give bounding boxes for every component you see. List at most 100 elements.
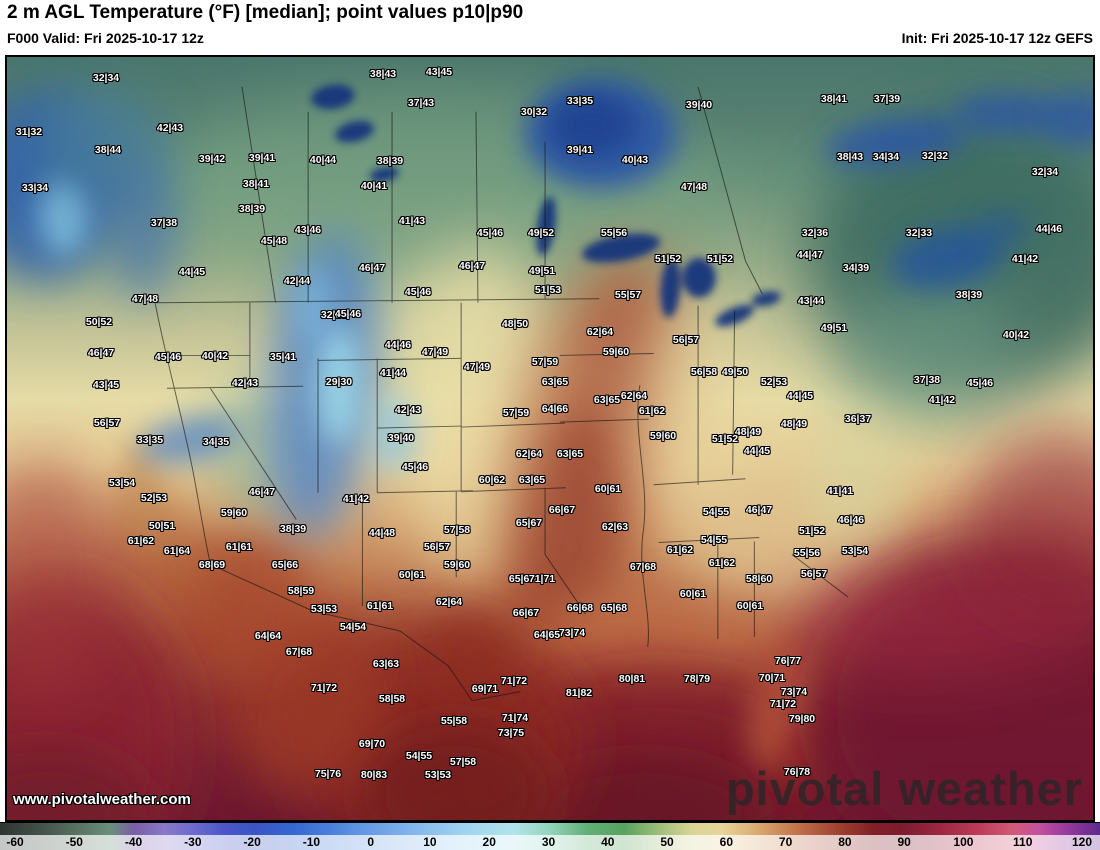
point-value: 41|41: [826, 484, 854, 497]
point-value: 61|64: [163, 544, 191, 557]
point-value: 56|57: [800, 567, 828, 580]
point-value: 38|39: [238, 202, 266, 215]
point-value: 59|60: [649, 429, 677, 442]
point-value: 38|41: [242, 177, 270, 190]
point-value: 32|36: [801, 226, 829, 239]
point-value: 47|49: [421, 345, 449, 358]
point-value: 45|46: [401, 460, 429, 473]
point-value: 55|58: [440, 714, 468, 727]
point-value: 61|62: [127, 534, 155, 547]
point-value: 71|72: [769, 697, 797, 710]
colorbar-tick-label: 100: [953, 835, 974, 849]
point-value: 46|47: [358, 261, 386, 274]
point-value: 60|61: [594, 482, 622, 495]
point-value: 32|33: [905, 226, 933, 239]
point-value: 71|72: [500, 674, 528, 687]
point-value: 69|71: [471, 682, 499, 695]
point-value: 31|32: [15, 125, 43, 138]
point-value: 51|52: [654, 252, 682, 265]
point-value: 51|52: [711, 432, 739, 445]
colorbar-tick-label: -10: [302, 835, 321, 849]
point-value: 39|40: [387, 431, 415, 444]
point-value: 64|65: [533, 628, 561, 641]
point-value: 81|82: [565, 686, 593, 699]
point-value: 46|46: [837, 513, 865, 526]
point-value: 66|67: [548, 503, 576, 516]
colorbar-tick-label: -60: [6, 835, 24, 849]
point-value: 71|71: [528, 572, 556, 585]
point-value: 41|42: [928, 393, 956, 406]
point-value: 40|44: [309, 153, 337, 166]
point-value: 57|59: [531, 355, 559, 368]
point-value: 47|49: [463, 360, 491, 373]
colorbar-tick-label: -20: [243, 835, 261, 849]
point-value: 79|80: [788, 712, 816, 725]
point-value: 44|48: [368, 526, 396, 539]
point-value: 44|46: [384, 338, 412, 351]
page-title: 2 m AGL Temperature (°F) [median]; point…: [7, 2, 524, 23]
point-value: 46|47: [248, 485, 276, 498]
point-value: 59|60: [602, 345, 630, 358]
point-value: 65|68: [600, 601, 628, 614]
point-value: 46|47: [87, 346, 115, 359]
point-value: 55|56: [600, 226, 628, 239]
point-value: 42|43: [156, 121, 184, 134]
point-value: 40|43: [621, 153, 649, 166]
point-value: 41|42: [1011, 252, 1039, 265]
point-value: 76|78: [783, 765, 811, 778]
point-value: 67|68: [285, 645, 313, 658]
point-value: 53|54: [108, 476, 136, 489]
point-value: 29|30: [325, 375, 353, 388]
point-value: 70|71: [758, 671, 786, 684]
point-value: 60|62: [478, 473, 506, 486]
temperature-field-image: [7, 57, 1093, 820]
point-value: 61|62: [708, 556, 736, 569]
watermark-logo: pivotal weather: [725, 762, 1083, 815]
point-value: 44|46: [1035, 222, 1063, 235]
colorbar-tick-label: 30: [541, 835, 556, 849]
point-value: 73|74: [780, 685, 808, 698]
point-value: 61|61: [366, 599, 394, 612]
point-value: 38|43: [836, 150, 864, 163]
point-value: 54|55: [405, 749, 433, 762]
map-canvas: 32|34 38|43 43|45 37|43 33|35 30|32 39|40 38|41…: [5, 55, 1095, 822]
point-value: 38|39: [955, 288, 983, 301]
point-value: 54|54: [339, 620, 367, 633]
point-value: 53|54: [841, 544, 869, 557]
header: 2 m AGL Temperature (°F) [median]; point…: [0, 0, 1100, 55]
point-value: 69|70: [358, 737, 386, 750]
point-value: 44|45: [786, 389, 814, 402]
point-value: 57|58: [449, 755, 477, 768]
point-value: 59|60: [220, 506, 248, 519]
point-value: 52|53: [760, 375, 788, 388]
point-value: 45|46: [154, 350, 182, 363]
point-value: 38|44: [94, 143, 122, 156]
point-value: 62|64: [586, 325, 614, 338]
point-value: 37|38: [913, 373, 941, 386]
point-value: 59|60: [443, 558, 471, 571]
watermark-url: www.pivotalweather.com: [13, 791, 191, 808]
point-value: 53|53: [424, 768, 452, 781]
point-value: 63|63: [372, 657, 400, 670]
point-value: 47|48: [680, 180, 708, 193]
point-value: 60|61: [736, 599, 764, 612]
point-value: 43|45: [425, 65, 453, 78]
point-value: 73|75: [497, 726, 525, 739]
point-value: 65|67: [508, 572, 536, 585]
colorbar-tick-label: 10: [423, 835, 437, 849]
point-value: 37|43: [407, 96, 435, 109]
point-value: 56|58: [690, 365, 718, 378]
point-value: 67|68: [629, 560, 657, 573]
point-value: 48|50: [501, 317, 529, 330]
point-value: 53|53: [310, 602, 338, 615]
point-value: 50|51: [148, 519, 176, 532]
point-value: 57|58: [443, 523, 471, 536]
point-value: 57|59: [502, 406, 530, 419]
point-value: 64|66: [541, 402, 569, 415]
colorbar-tick-label: 0: [367, 835, 374, 849]
colorbar-tick-label: -40: [124, 835, 143, 849]
point-value: 48|49: [734, 425, 762, 438]
point-value: 42|43: [394, 403, 422, 416]
point-value: 46|47: [745, 503, 773, 516]
colorbar-tick-label: 90: [897, 835, 911, 849]
